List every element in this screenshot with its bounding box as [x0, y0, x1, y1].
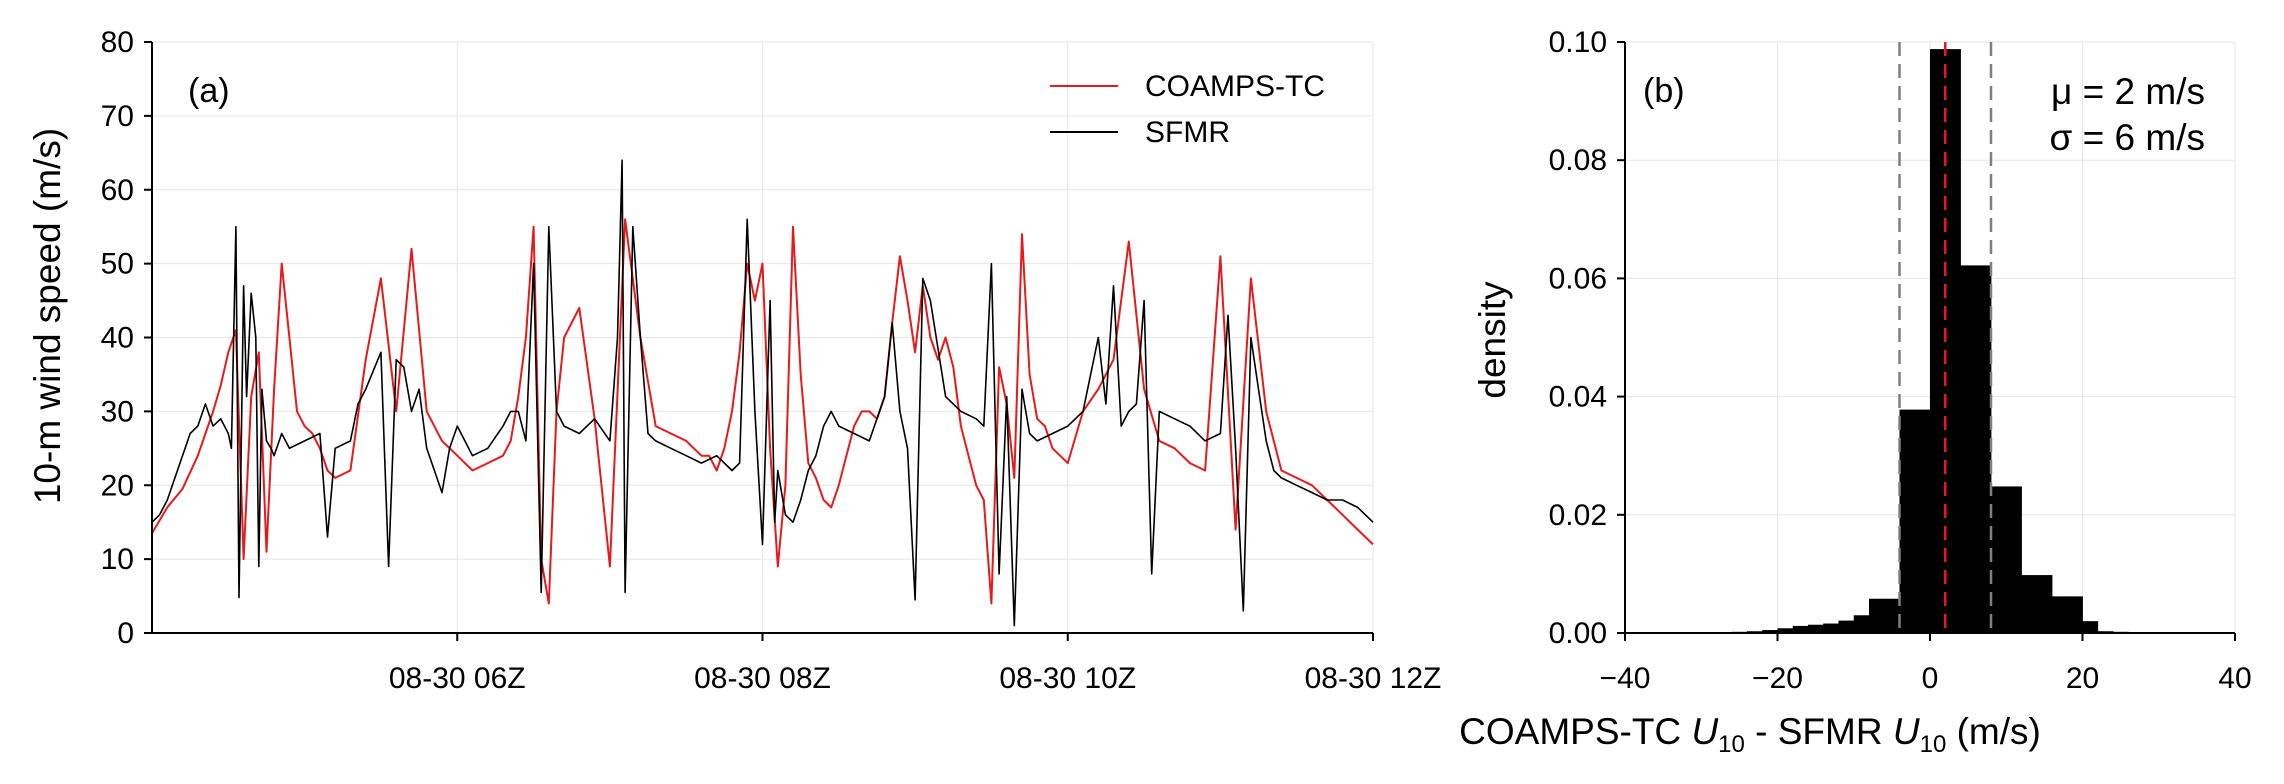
panel-b-x-axis-label: COAMPS-TC U10 - SFMR U10 (m/s)	[1459, 711, 2041, 758]
histogram-bar-13	[1930, 49, 1946, 634]
histogram-bar-18	[2006, 486, 2022, 633]
histogram-bar-22	[2067, 596, 2083, 633]
panel-a-legend: COAMPS-TC SFMR	[1050, 70, 1325, 149]
histogram-bar-4	[1792, 625, 1809, 633]
panel-a-x-tick-label-0: 08-30 06Z	[389, 662, 526, 695]
panel-a-y-tick-label-8: 80	[101, 26, 134, 59]
panel-b-x-tick-label-4: 40	[2218, 662, 2251, 695]
panel-b-y-tick-label-0: 0.00	[1549, 617, 1607, 650]
panel-a-line-chart: 0 10 20 30 40 50 60 70 80 08-30 06Z 08-30 08Z 08-30…	[27, 26, 1441, 695]
panel-b-label: (b)	[1643, 72, 1685, 110]
panel-a-y-tick-label-6: 60	[101, 174, 134, 207]
panel-b-reference-lines	[1898, 42, 1993, 633]
histogram-bar-9	[1869, 598, 1885, 633]
panel-b-x-tick-label-0: −40	[1600, 662, 1651, 695]
panel-b-x-tick-label-2: 0	[1922, 662, 1939, 695]
panel-b-y-tick-label-3: 0.06	[1549, 262, 1607, 295]
panel-b-y-axis-label: density	[1472, 281, 1513, 399]
series-line-coamps-tc	[151, 218, 1374, 605]
panel-a-y-tick-label-1: 10	[101, 543, 134, 576]
panel-b-ticks: 0.00 0.02 0.04 0.06 0.08 0.10 −40 −20 0 20 40	[1549, 26, 2252, 695]
panel-b-bars	[1731, 49, 2129, 634]
panel-a-x-tick-label-3: 08-30 12Z	[1305, 662, 1442, 695]
panel-b-mean-annotation: μ = 2 m/s	[2051, 71, 2205, 112]
series-line-sfmr	[151, 159, 1374, 627]
histogram-bar-15	[1960, 265, 1977, 633]
histogram-bar-23	[2082, 621, 2099, 633]
histogram-bar-19	[2021, 575, 2038, 633]
panel-b-y-tick-label-4: 0.08	[1549, 144, 1607, 177]
panel-a-y-tick-label-0: 0	[117, 617, 134, 650]
histogram-bar-5	[1808, 624, 1824, 633]
panel-a-ticks: 0 10 20 30 40 50 60 70 80 08-30 06Z 08-30 08Z 08-30…	[101, 26, 1442, 695]
panel-a-y-axis-label: 10-m wind speed (m/s)	[27, 128, 68, 504]
histogram-bar-17	[1991, 486, 2007, 633]
panel-a-series	[151, 159, 1374, 627]
legend-label-sfmr: SFMR	[1145, 116, 1230, 149]
histogram-bar-10	[1884, 598, 1900, 633]
panel-b-x-tick-label-1: −20	[1752, 662, 1803, 695]
histogram-bar-12	[1914, 409, 1931, 633]
histogram-bar-11	[1899, 409, 1916, 633]
panel-a-x-tick-label-1: 08-30 08Z	[694, 662, 831, 695]
panel-a-x-tick-label-2: 08-30 10Z	[999, 662, 1136, 695]
panel-b-histogram: 0.00 0.02 0.04 0.06 0.08 0.10 −40 −20 0 20 40 dens…	[1459, 26, 2252, 758]
histogram-bar-14	[1945, 49, 1961, 634]
panel-b-y-tick-label-2: 0.04	[1549, 381, 1607, 414]
histogram-bar-3	[1777, 628, 1794, 633]
histogram-bar-20	[2036, 575, 2053, 633]
histogram-bar-16	[1975, 265, 1992, 633]
panel-b-sigma-annotation: σ = 6 m/s	[2050, 117, 2205, 158]
histogram-bar-8	[1853, 615, 1870, 633]
panel-a-y-tick-label-7: 70	[101, 100, 134, 133]
panel-b-x-tick-label-3: 20	[2066, 662, 2099, 695]
panel-a-y-tick-label-5: 50	[101, 248, 134, 281]
panel-a-y-tick-label-3: 30	[101, 395, 134, 428]
panel-a-y-tick-label-2: 20	[101, 469, 134, 502]
histogram-bar-7	[1838, 620, 1855, 633]
histogram-bar-6	[1823, 623, 1839, 633]
panel-a-label: (a)	[188, 72, 230, 110]
histogram-bar-21	[2052, 596, 2068, 633]
histogram-bar-2	[1762, 630, 1778, 633]
panel-b-y-tick-label-5: 0.10	[1549, 26, 1607, 59]
panel-b-y-tick-label-1: 0.02	[1549, 499, 1607, 532]
panel-a-y-tick-label-4: 40	[101, 322, 134, 355]
legend-label-coamps: COAMPS-TC	[1145, 70, 1325, 103]
